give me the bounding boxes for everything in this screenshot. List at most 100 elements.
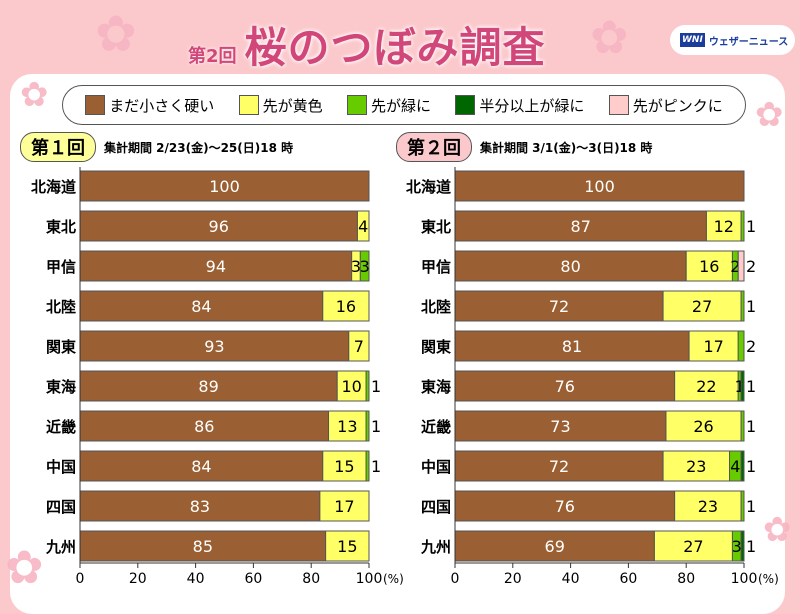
bar-segment bbox=[740, 290, 745, 322]
bar-segment bbox=[685, 250, 733, 282]
bar-segment bbox=[740, 490, 745, 522]
category-label: 北海道 bbox=[31, 178, 76, 196]
x-tick-label: 20 bbox=[129, 571, 147, 587]
data-label: 17 bbox=[703, 337, 723, 356]
category-label: 東海 bbox=[421, 378, 451, 396]
legend-label: 先がピンクに bbox=[632, 96, 723, 115]
x-tick-label: 60 bbox=[619, 571, 637, 587]
data-label: 76 bbox=[555, 377, 575, 396]
data-label: 85 bbox=[193, 537, 213, 556]
data-label: 2 bbox=[730, 257, 740, 276]
period-1: 第１回 集計期間 2/23(金)～25(日)18 時 bbox=[20, 132, 293, 162]
category-label: 関東 bbox=[421, 338, 451, 356]
data-label: 16 bbox=[336, 297, 356, 316]
cherry-blossom-icon: ✿ bbox=[5, 540, 44, 594]
cherry-blossom-icon: ✿ bbox=[755, 95, 784, 135]
data-label: 93 bbox=[204, 337, 224, 356]
title-round: 第2回 bbox=[188, 46, 237, 67]
category-label: 中国 bbox=[421, 458, 451, 476]
x-tick-label: 0 bbox=[451, 571, 460, 587]
data-label: 1 bbox=[746, 297, 756, 316]
data-label: 100 bbox=[209, 177, 240, 196]
x-tick-label: 20 bbox=[504, 571, 522, 587]
data-label: 1 bbox=[371, 377, 381, 396]
legend-swatch bbox=[346, 95, 367, 115]
data-label: 81 bbox=[562, 337, 582, 356]
data-label: 80 bbox=[560, 257, 580, 276]
category-label: 北陸 bbox=[421, 298, 451, 316]
x-tick-label: 0 bbox=[76, 571, 85, 587]
bar-segment bbox=[688, 330, 739, 362]
bar-segment bbox=[740, 210, 745, 242]
x-tick-label: 100 bbox=[731, 571, 758, 587]
x-tick-label: 40 bbox=[562, 571, 580, 587]
legend-item: 半分以上が緑に bbox=[455, 95, 584, 116]
data-label: 83 bbox=[190, 497, 210, 516]
cherry-blossom-icon: ✿ bbox=[95, 5, 137, 63]
data-label: 27 bbox=[692, 297, 712, 316]
bar-segment bbox=[359, 250, 370, 282]
data-label: 1 bbox=[746, 537, 756, 556]
data-label: 22 bbox=[696, 377, 716, 396]
x-tick-label: 80 bbox=[302, 571, 320, 587]
period-2: 第２回 集計期間 3/1(金)～3(日)18 時 bbox=[396, 132, 652, 162]
data-label: 87 bbox=[571, 217, 591, 236]
data-label: 17 bbox=[334, 497, 354, 516]
bar-segment bbox=[348, 330, 370, 362]
logo-text: ウェザーニュース bbox=[708, 36, 789, 48]
data-label: 16 bbox=[699, 257, 719, 276]
data-label: 89 bbox=[198, 377, 218, 396]
bar-segment bbox=[365, 370, 370, 402]
data-label: 12 bbox=[714, 217, 734, 236]
data-label: 4 bbox=[730, 457, 740, 476]
data-label: 27 bbox=[683, 537, 703, 556]
data-label: 2 bbox=[746, 337, 756, 356]
x-unit-label: (%) bbox=[383, 572, 404, 586]
bar-segment bbox=[662, 290, 742, 322]
data-label: 72 bbox=[549, 297, 569, 316]
category-label: 北陸 bbox=[46, 298, 76, 316]
data-label: 1 bbox=[371, 457, 381, 476]
category-label: 近畿 bbox=[46, 418, 76, 436]
category-label: 四国 bbox=[421, 498, 451, 516]
data-label: 15 bbox=[334, 457, 354, 476]
bar-segment bbox=[665, 410, 742, 442]
legend-label: まだ小さく硬い bbox=[109, 96, 215, 115]
data-label: 1 bbox=[746, 217, 756, 236]
cherry-blossom-icon: ✿ bbox=[763, 510, 792, 550]
bar-segment bbox=[79, 410, 330, 442]
data-label: 3 bbox=[351, 257, 361, 276]
category-label: 九州 bbox=[420, 538, 451, 556]
data-label: 96 bbox=[209, 217, 229, 236]
category-label: 九州 bbox=[45, 538, 76, 556]
category-label: 中国 bbox=[46, 458, 76, 476]
category-label: 甲信 bbox=[46, 258, 76, 276]
bar-segment bbox=[454, 250, 687, 282]
data-label: 73 bbox=[550, 417, 570, 436]
bar-segment bbox=[79, 170, 370, 202]
data-label: 1 bbox=[746, 417, 756, 436]
legend-swatch bbox=[85, 95, 106, 115]
legend-label: 先が緑に bbox=[370, 96, 431, 115]
weathernews-logo: WNI ウェザーニュース bbox=[670, 25, 795, 55]
bar-segment bbox=[740, 530, 745, 562]
data-label: 84 bbox=[191, 457, 211, 476]
round-badge: 第２回 bbox=[396, 132, 472, 162]
data-label: 3 bbox=[732, 537, 742, 556]
data-label: 100 bbox=[584, 177, 615, 196]
bar-segment bbox=[454, 170, 745, 202]
period-text: 集計期間 3/1(金)～3(日)18 時 bbox=[480, 140, 653, 155]
category-label: 関東 bbox=[46, 338, 76, 356]
bar-segment bbox=[322, 290, 370, 322]
data-label: 84 bbox=[191, 297, 211, 316]
bar-segment bbox=[454, 490, 676, 522]
logo-mark: WNI bbox=[680, 33, 705, 47]
bar-segment bbox=[328, 410, 367, 442]
x-tick-label: 100 bbox=[356, 571, 383, 587]
category-label: 甲信 bbox=[421, 258, 451, 276]
category-label: 東北 bbox=[421, 218, 451, 236]
data-label: 1 bbox=[746, 457, 756, 476]
bar-segment bbox=[674, 370, 739, 402]
legend-swatch bbox=[608, 95, 629, 115]
data-label: 1 bbox=[746, 497, 756, 516]
